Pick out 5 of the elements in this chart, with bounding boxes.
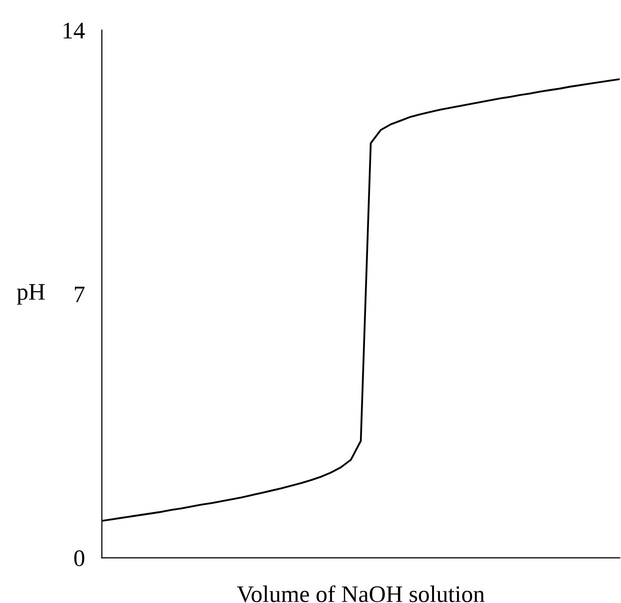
y-tick-label: 14 [64,22,85,38]
x-axis-title: Volume of NaOH solution [237,585,485,602]
y-tick-label: 7 [74,286,84,302]
y-tick-label: 0 [74,550,84,566]
y-axis-title: pH [16,284,45,305]
